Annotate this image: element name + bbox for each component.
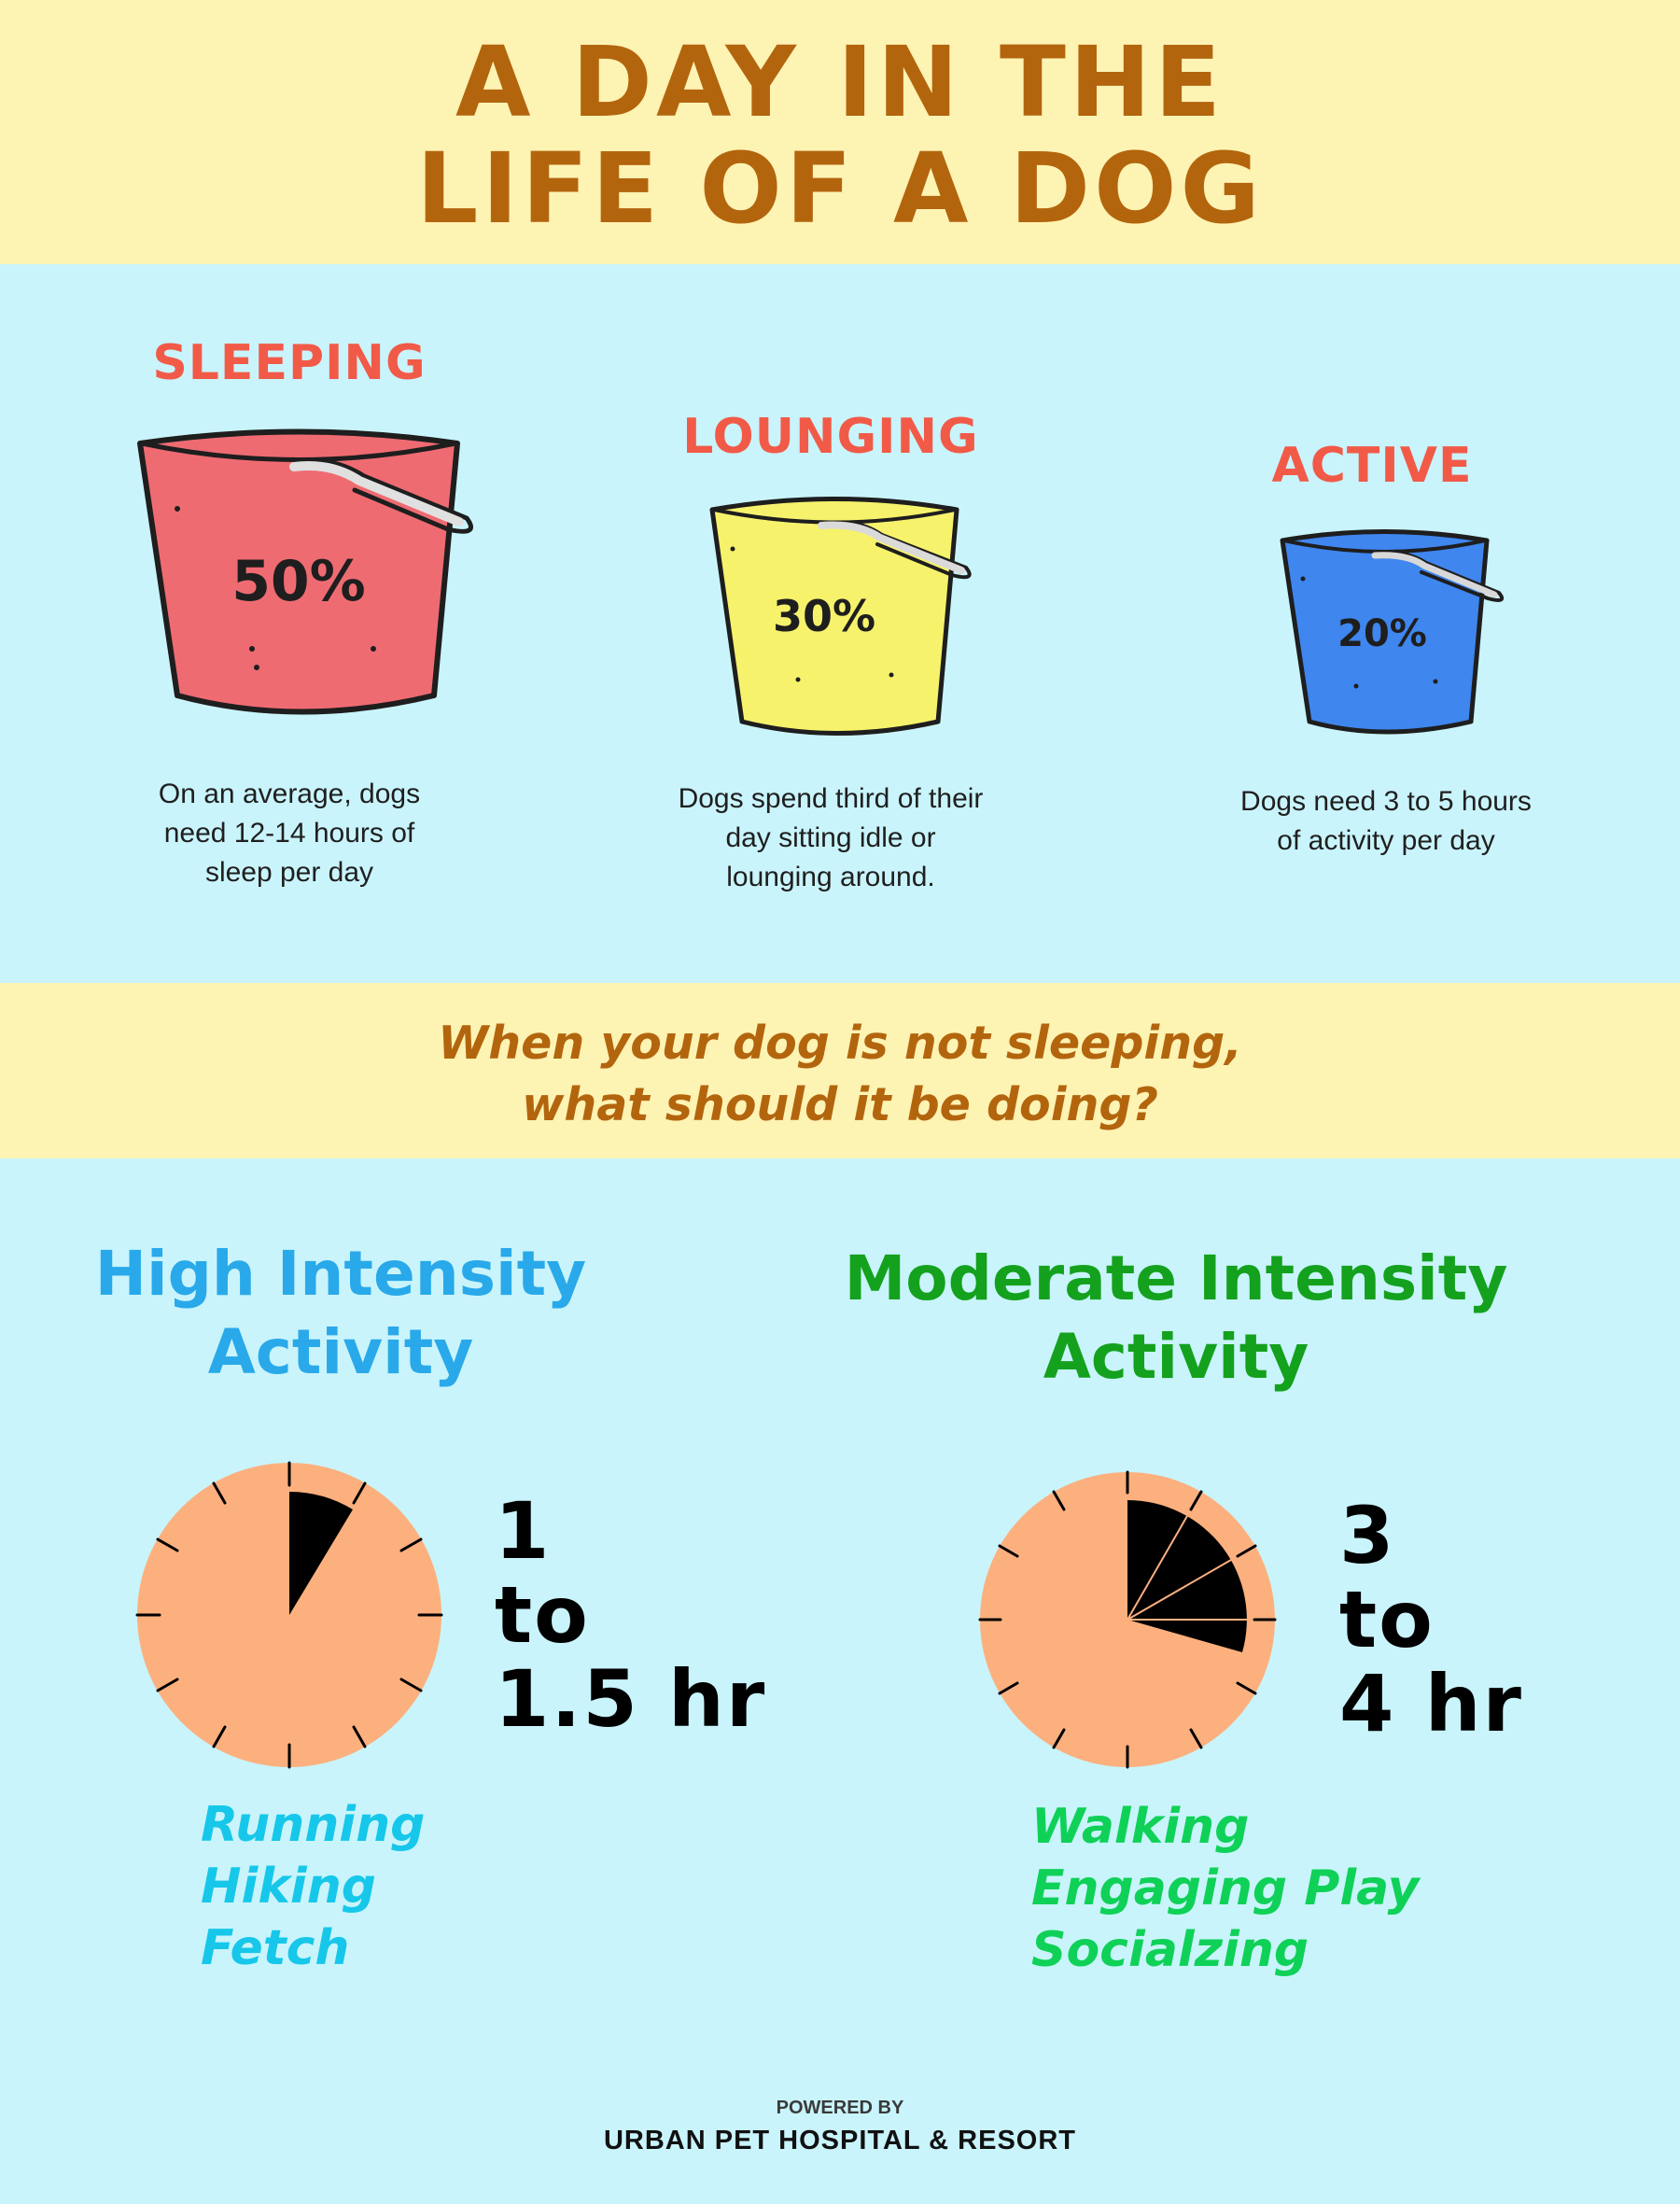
question-banner	[0, 983, 1680, 1158]
hours-line: 1	[495, 1485, 552, 1577]
high-intensity-activity-list: Running Hiking Fetch	[201, 1794, 425, 1979]
desc-line: sleep per day	[204, 857, 374, 888]
powered-by-label: POWERED BY	[776, 2098, 904, 2118]
high-intensity-title: High Intensity Activity	[56, 1235, 625, 1392]
lounging-bucket-icon: 30%	[709, 497, 972, 736]
moderate-intensity-clock-icon	[978, 1470, 1277, 1769]
hours-line: to	[1339, 1574, 1435, 1665]
list-item: Walking	[1031, 1799, 1250, 1855]
title-banner	[0, 0, 1680, 264]
desc-line: Dogs need 3 to 5 hours	[1240, 786, 1532, 817]
list-item: Hiking	[201, 1859, 376, 1915]
sleeping-description: On an average, dogs need 12-14 hours of …	[131, 775, 448, 892]
moderate-title-line1: Moderate Intensity	[844, 1242, 1508, 1314]
desc-line: need 12-14 hours of	[163, 818, 415, 849]
moderate-title-line2: Activity	[1043, 1321, 1309, 1393]
question-line2: what should it be doing?	[522, 1078, 1158, 1131]
moderate-intensity-title: Moderate Intensity Activity	[821, 1240, 1531, 1397]
lounging-percent: 30%	[773, 591, 875, 641]
question-line1: When your dog is not sleeping,	[438, 1017, 1242, 1070]
desc-line: Dogs spend third of their	[678, 783, 984, 814]
hours-line: 1.5 hr	[495, 1653, 767, 1745]
lounging-description: Dogs spend third of their day sitting id…	[644, 779, 1017, 897]
high-title-line2: Activity	[207, 1316, 474, 1388]
lounging-title: LOUNGING	[682, 409, 979, 465]
sleeping-title: SLEEPING	[152, 335, 427, 391]
list-item: Running	[201, 1797, 426, 1853]
page-title-line2: LIFE OF A DOG	[416, 132, 1264, 246]
sleeping-bucket-icon: 50%	[137, 428, 473, 715]
high-title-line1: High Intensity	[94, 1238, 587, 1310]
active-title: ACTIVE	[1271, 438, 1473, 494]
desc-line: day sitting idle or	[725, 822, 936, 853]
page-title-line1: A DAY IN THE	[455, 25, 1225, 139]
active-percent: 20%	[1337, 612, 1427, 655]
list-item: Socialzing	[1031, 1922, 1309, 1978]
desc-line: of activity per day	[1277, 825, 1495, 856]
hours-line: 4 hr	[1339, 1658, 1523, 1749]
moderate-intensity-hours: 3 to 4 hr	[1339, 1494, 1523, 1746]
moderate-intensity-activity-list: Walking Engaging Play Socialzing	[1031, 1796, 1420, 1981]
active-description: Dogs need 3 to 5 hours of activity per d…	[1209, 782, 1563, 861]
high-intensity-hours: 1 to 1.5 hr	[495, 1489, 766, 1741]
sleeping-percent: 50%	[231, 549, 366, 614]
list-item: Fetch	[201, 1920, 350, 1976]
active-bucket-icon: 20%	[1280, 529, 1504, 735]
high-intensity-clock-icon	[135, 1461, 443, 1769]
desc-line: lounging around.	[726, 862, 935, 892]
brand-name: URBAN PET HOSPITAL & RESORT	[603, 2126, 1077, 2155]
hours-line: 3	[1339, 1490, 1396, 1581]
hours-line: to	[495, 1569, 590, 1661]
list-item: Engaging Play	[1031, 1860, 1420, 1916]
desc-line: On an average, dogs	[158, 779, 421, 809]
